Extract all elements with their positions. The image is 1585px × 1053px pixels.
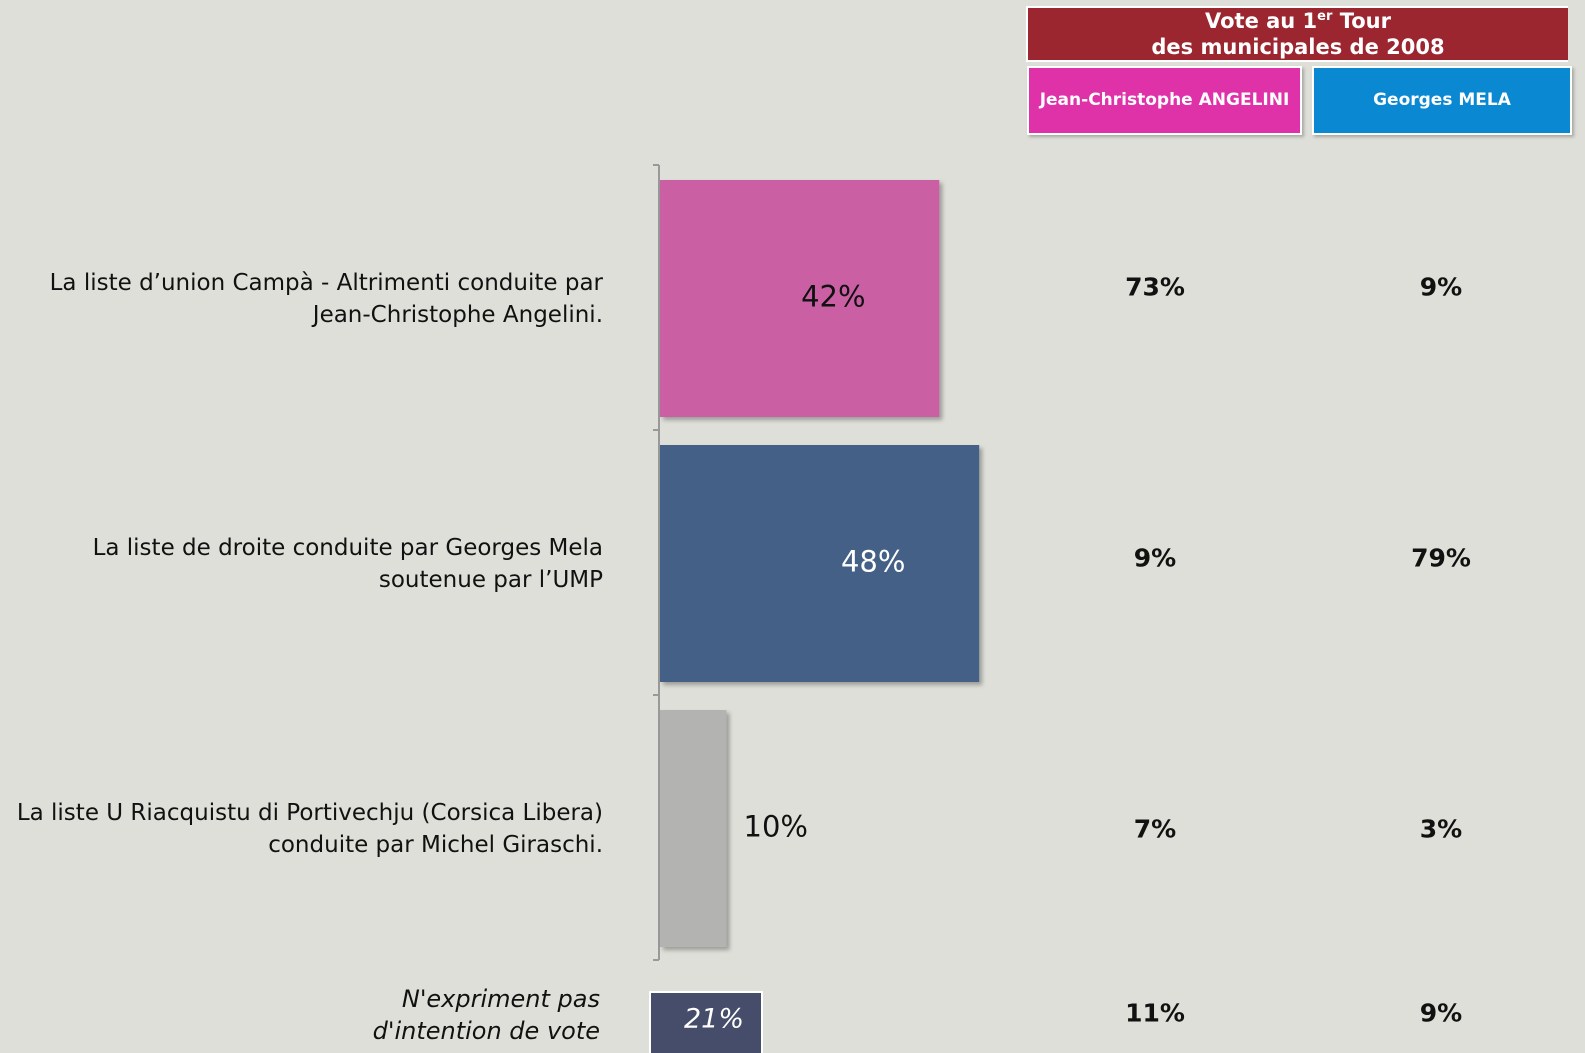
category-label: La liste d’union Campà - Altrimenti cond…: [49, 269, 603, 328]
bar: [660, 180, 940, 417]
table-cell: 9%: [1419, 998, 1463, 1028]
table-cell: 9%: [1133, 543, 1177, 573]
table-cell: 7%: [1133, 814, 1177, 844]
header-text: des municipales de 2008: [1151, 35, 1445, 59]
header-sup: er: [1317, 9, 1333, 24]
column-header: Jean-Christophe ANGELINI: [1027, 66, 1302, 135]
bar: [660, 710, 727, 947]
category-label: La liste U Riacquistu di Portivechju (Co…: [16, 799, 603, 858]
table-cell: 79%: [1411, 543, 1471, 573]
bar-value-label: 48%: [841, 545, 905, 579]
no-intention-value: 21%: [684, 1004, 744, 1035]
table-cell: 9%: [1419, 272, 1463, 302]
table-cell: 3%: [1419, 814, 1463, 844]
bar: [660, 445, 980, 682]
header-text: Vote au 1: [1205, 9, 1318, 33]
bar-value-label: 42%: [801, 280, 865, 314]
no-intention-label: N'expriment pas d'intention de vote: [372, 985, 600, 1045]
table-cell: 11%: [1125, 998, 1185, 1028]
column-header: Georges MELA: [1312, 66, 1572, 135]
table-cell: 73%: [1125, 272, 1185, 302]
no-intention-box: [649, 991, 763, 1053]
header-text: Tour: [1332, 9, 1391, 33]
bar-value-label: 10%: [744, 810, 808, 844]
table-header: Vote au 1er Tour des municipales de 2008: [1026, 6, 1568, 62]
category-label: La liste de droite conduite par Georges …: [92, 534, 603, 593]
